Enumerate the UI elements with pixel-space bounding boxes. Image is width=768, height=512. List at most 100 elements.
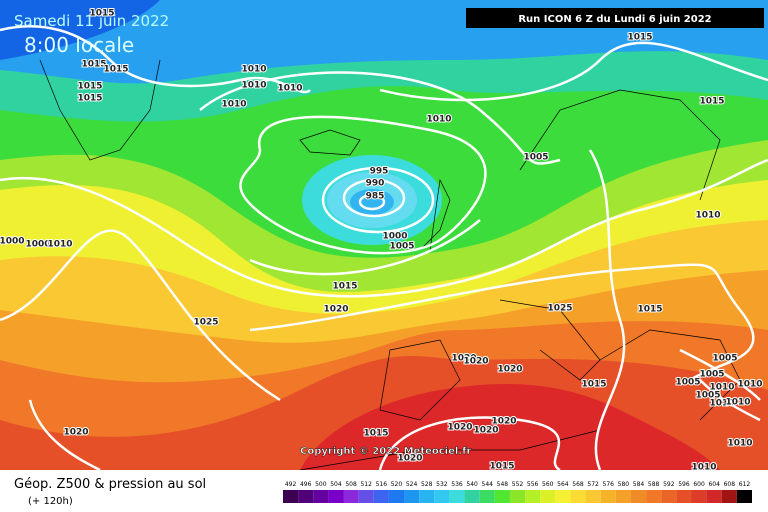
colorbar-label: 564 — [557, 481, 569, 488]
colorbar-label: 556 — [527, 481, 539, 488]
colorbar-label: 500 — [315, 481, 327, 488]
isobar-label: 1010 — [727, 439, 752, 449]
colorbar-label: 560 — [542, 481, 554, 488]
field — [0, 0, 768, 470]
map-date: Samedi 11 juin 2022 — [14, 12, 169, 30]
isobar-label: 1000 — [0, 237, 25, 247]
isobar-label: 1010 — [737, 380, 762, 390]
colorbar-swatch — [676, 490, 692, 503]
colorbar-swatch — [646, 490, 662, 503]
colorbar-swatch — [464, 490, 480, 503]
isobar-label: 1015 — [77, 94, 102, 104]
colorbar-swatch — [691, 490, 707, 503]
colorbar: 492 496 500 504 508 512 516 520 524 528 532 536 540 5… — [283, 481, 752, 503]
legend-lead: (+ 120h) — [28, 496, 73, 507]
colorbar-swatch — [600, 490, 616, 503]
isobar-label: 1020 — [447, 423, 472, 433]
isobar-label: 1015 — [699, 97, 724, 107]
isobar-label: 1015 — [332, 282, 357, 292]
colorbar-label: 604 — [708, 481, 720, 488]
colorbar-swatch — [630, 490, 647, 503]
isobar-label: 1020 — [451, 354, 476, 364]
colorbar-swatch — [585, 490, 601, 503]
isobar-label: 985 — [366, 192, 385, 202]
colorbar-label: 520 — [391, 481, 403, 488]
isobar-label: 1020 — [491, 417, 516, 427]
isobar-label: 1010 — [426, 115, 451, 125]
colorbar-swatch — [388, 490, 405, 503]
colorbar-label: 504 — [330, 481, 342, 488]
colorbar-label: 512 — [360, 481, 372, 488]
colorbar-swatch — [419, 490, 435, 503]
isobar-label: 1025 — [547, 304, 572, 314]
isobar-label: 1010 — [277, 84, 302, 94]
colorbar-swatch — [721, 490, 737, 503]
colorbar-swatch — [328, 490, 344, 503]
colorbar-swatch — [298, 490, 314, 503]
copyright: Copyright © 2022 Meteociel.fr — [300, 446, 471, 457]
colorbar-label: 584 — [633, 481, 645, 488]
isobar-label: 1015 — [627, 33, 652, 43]
colorbar-swatch — [283, 490, 299, 503]
colorbar-label: 552 — [512, 481, 524, 488]
isobar-label: 995 — [370, 167, 389, 177]
isobar-label: 1000 — [25, 240, 50, 250]
colorbar-label: 492 — [285, 481, 297, 488]
colorbar-label: 580 — [618, 481, 630, 488]
colorbar-swatch — [615, 490, 631, 503]
isobar-label: 1005 — [695, 391, 720, 401]
run-info: Run ICON 6 Z du Lundi 6 juin 2022 — [518, 14, 711, 25]
isobar-label: 1020 — [473, 426, 498, 436]
colorbar-swatch — [494, 490, 510, 503]
isobar-label: 1015 — [363, 429, 388, 439]
colorbar-label: 572 — [587, 481, 599, 488]
isobar-label: 1000 — [382, 232, 407, 242]
colorbar-swatch — [661, 490, 677, 503]
colorbar-label: 548 — [497, 481, 509, 488]
colorbar-swatch — [736, 490, 752, 503]
run-box — [466, 8, 764, 28]
colorbar-swatch — [479, 490, 495, 503]
isobar-label: 1020 — [397, 454, 422, 464]
colorbar-swatch — [358, 490, 374, 503]
colorbar-label: 516 — [376, 481, 388, 488]
colorbar-swatch — [313, 490, 329, 503]
isobar-label: 1015 — [489, 462, 514, 472]
colorbar-label: 612 — [739, 481, 751, 488]
isobar-label: 1020 — [63, 428, 88, 438]
isobar-label: 1005 — [389, 242, 414, 252]
colorbar-label: 536 — [451, 481, 463, 488]
colorbar-label: 568 — [572, 481, 584, 488]
coastlines — [39, 59, 741, 471]
isobar-label: 1010 — [709, 383, 734, 393]
isobar-label: 1015 — [637, 305, 662, 315]
colorbar-swatch — [449, 490, 465, 503]
isobar-label: 1005 — [712, 354, 737, 364]
isobar-label: 1010 — [47, 240, 72, 250]
colorbar-swatch — [540, 490, 556, 503]
colorbar-label: 532 — [436, 481, 448, 488]
isobar-label: 1010 — [709, 399, 734, 409]
colorbar-label: 596 — [678, 481, 690, 488]
colorbar-label: 508 — [345, 481, 357, 488]
isobar-label: 1020 — [323, 305, 348, 315]
colorbar-swatch — [706, 490, 722, 503]
colorbar-swatch — [509, 490, 526, 503]
colorbar-label: 544 — [482, 481, 494, 488]
colorbar-swatch — [343, 490, 359, 503]
isobar-label: 1005 — [699, 370, 724, 380]
colorbar-label: 592 — [663, 481, 675, 488]
isobar-label: 1015 — [89, 9, 114, 19]
isobar-label: 1015 — [103, 65, 128, 75]
isobar-label: 1010 — [241, 81, 266, 91]
colorbar-swatch — [434, 490, 450, 503]
isobar-label: 1005 — [675, 378, 700, 388]
colorbar-label: 600 — [693, 481, 705, 488]
colorbar-swatch — [555, 490, 571, 503]
isobar-label: 990 — [366, 179, 385, 189]
isobar-label: 1010 — [695, 211, 720, 221]
isobar-label: 1005 — [523, 153, 548, 163]
isobar-label: 1020 — [463, 357, 488, 367]
